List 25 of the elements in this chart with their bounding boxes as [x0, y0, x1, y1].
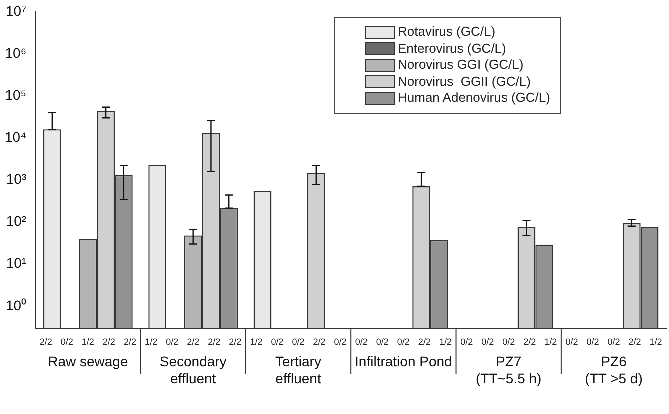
legend-label: Norovirus GGII (GC/L) — [398, 74, 531, 90]
y-tick-label: 10⁵ — [5, 86, 27, 103]
y-tick-label: 10³ — [6, 171, 27, 188]
legend-label: Enterovirus (GC/L) — [398, 40, 506, 57]
text: 1/2 0/2 2/2 2/2 2/2 — [145, 336, 242, 347]
y-tick-label: 10² — [6, 213, 27, 230]
x-tick-label: Tertiary effluent — [276, 354, 322, 386]
text: 0/2 0/2 0/2 2/2 1/2 — [460, 336, 558, 347]
y-tick-label: 10⁷ — [6, 2, 27, 19]
x-tick-label: PZ7 (TT~5.5 h) — [476, 354, 542, 386]
y-tick-label: 10¹ — [6, 255, 27, 272]
legend-label: Norovirus GGI (GC/L) — [398, 57, 524, 74]
y-tick-label: 10⁶ — [5, 44, 27, 61]
text: 1/2 0/2 0/2 2/2 0/2 — [250, 336, 347, 347]
x-tick-label: Raw sewage — [48, 354, 128, 370]
text: 0/2 0/2 0/2 2/2 1/2 — [355, 336, 452, 347]
y-tick-label: 10⁰ — [6, 297, 27, 314]
x-tick-label: PZ6 (TT >5 d) — [585, 354, 643, 386]
text: 0/2 0/2 0/2 2/2 1/2 — [566, 336, 662, 347]
x-tick-label: Infiltration Pond — [355, 354, 452, 370]
legend-label: Human Adenovirus (GC/L) — [398, 90, 550, 106]
text: 2/2 0/2 1/2 2/2 2/2 — [40, 336, 136, 347]
legend-label: Rotavirus (GC/L) — [398, 24, 496, 40]
x-tick-label: Secondary effluent — [160, 354, 227, 386]
y-tick-label: 10⁴ — [4, 129, 27, 146]
